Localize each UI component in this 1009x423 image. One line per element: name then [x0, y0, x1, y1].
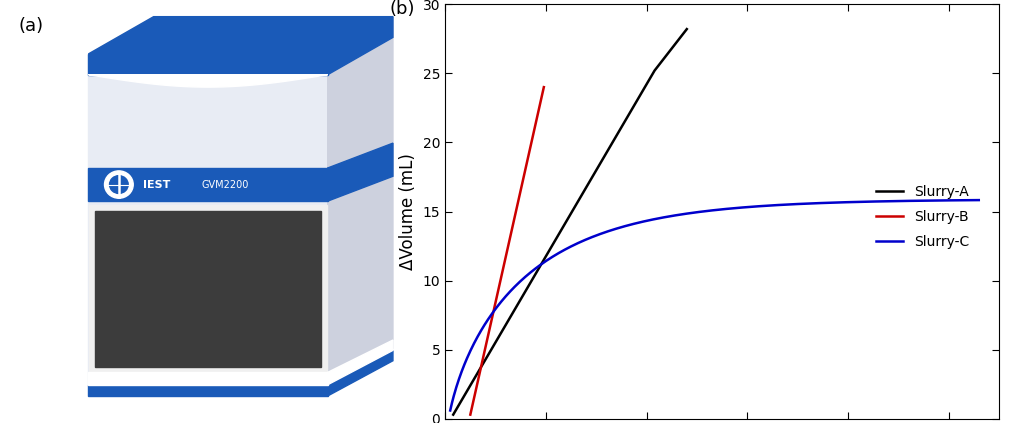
Slurry-C: [444, 408, 456, 413]
Polygon shape: [89, 54, 328, 386]
Slurry-A: [670, 41, 682, 46]
Polygon shape: [89, 75, 328, 87]
Polygon shape: [89, 16, 393, 54]
Text: GVM2200: GVM2200: [202, 179, 249, 190]
Y-axis label: ΔVolume (mL): ΔVolume (mL): [400, 153, 417, 270]
Slurry-B: [538, 85, 550, 90]
Circle shape: [110, 176, 128, 193]
Text: IEST: IEST: [143, 179, 171, 190]
Polygon shape: [89, 372, 328, 385]
Polygon shape: [89, 205, 327, 372]
Slurry-C: [683, 211, 695, 216]
Slurry-A: [532, 268, 544, 273]
Line: Slurry-C: Slurry-C: [450, 200, 979, 410]
Polygon shape: [328, 350, 393, 396]
Slurry-A: [520, 289, 532, 294]
Slurry-A: [681, 27, 693, 32]
Line: Slurry-B: Slurry-B: [470, 87, 544, 415]
Text: (a): (a): [19, 16, 44, 35]
Slurry-C: [973, 198, 985, 203]
Text: (b): (b): [389, 0, 416, 18]
Slurry-C: [580, 237, 592, 242]
Polygon shape: [328, 340, 393, 385]
Slurry-C: [797, 201, 809, 206]
Circle shape: [105, 171, 133, 198]
Slurry-C: [756, 203, 768, 209]
Line: Slurry-A: Slurry-A: [453, 29, 687, 415]
Slurry-A: [447, 412, 459, 417]
Polygon shape: [328, 16, 393, 386]
Polygon shape: [328, 16, 393, 75]
Slurry-A: [528, 275, 540, 280]
Polygon shape: [89, 54, 328, 75]
Polygon shape: [89, 168, 328, 201]
Slurry-C: [538, 260, 550, 265]
Polygon shape: [328, 143, 393, 201]
Slurry-B: [464, 412, 476, 417]
Polygon shape: [89, 16, 393, 54]
Slurry-A: [477, 362, 489, 367]
Polygon shape: [95, 212, 321, 367]
Slurry-A: [553, 231, 565, 236]
Polygon shape: [89, 385, 328, 396]
Slurry-C: [843, 200, 855, 205]
Legend: Slurry-A, Slurry-B, Slurry-C: Slurry-A, Slurry-B, Slurry-C: [870, 179, 976, 254]
